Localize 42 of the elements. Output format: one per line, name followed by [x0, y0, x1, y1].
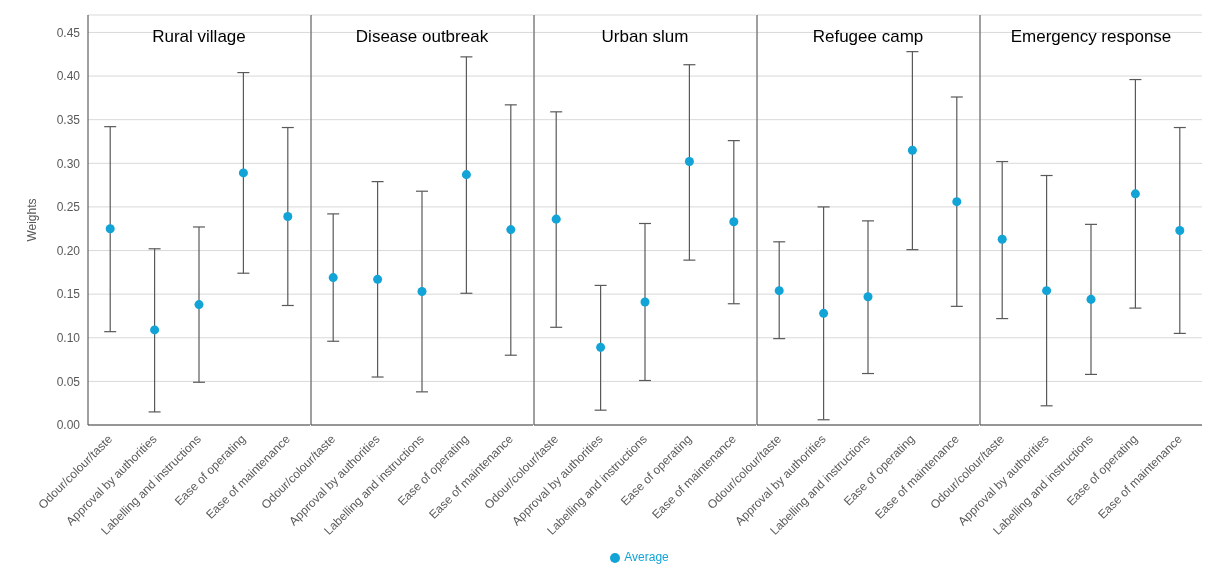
point [596, 342, 606, 352]
point [506, 225, 516, 235]
point [238, 168, 248, 178]
point [1175, 225, 1185, 235]
point [684, 157, 694, 167]
point [907, 145, 917, 155]
text: Refugee camp [811, 27, 925, 47]
y-tick-label: 0.00 [56, 418, 81, 433]
y-tick-label: 0.35 [56, 112, 81, 127]
point [952, 197, 962, 207]
text: Disease outbreak [354, 27, 490, 47]
text: Rural village [151, 27, 247, 47]
y-tick-label: 0.30 [56, 156, 81, 171]
y-tick-label: 0.20 [56, 243, 81, 258]
point [551, 214, 561, 224]
y-tick-label: 0.15 [56, 287, 81, 302]
point [283, 212, 293, 222]
text: Urban slum [600, 27, 690, 47]
point [1086, 294, 1096, 304]
point [373, 274, 383, 284]
y-tick-label: 0.45 [56, 25, 81, 40]
point [1130, 189, 1140, 199]
point [417, 287, 427, 297]
text: Emergency response [1009, 27, 1173, 47]
y-axis-title: Weights [25, 198, 40, 242]
point [105, 224, 115, 234]
legend-label: Average [624, 550, 669, 564]
y-tick-label: 0.10 [56, 331, 81, 346]
point [774, 286, 784, 296]
y-tick-label: 0.25 [56, 200, 81, 215]
point [997, 234, 1007, 244]
point [150, 325, 160, 335]
point [194, 300, 204, 310]
y-tick-label: 0.40 [56, 69, 81, 84]
point [328, 273, 338, 283]
y-tick-label: 0.05 [56, 374, 81, 389]
point [819, 308, 829, 318]
point [461, 170, 471, 180]
point [1042, 286, 1052, 296]
point [863, 292, 873, 302]
point [640, 297, 650, 307]
point [729, 217, 739, 227]
